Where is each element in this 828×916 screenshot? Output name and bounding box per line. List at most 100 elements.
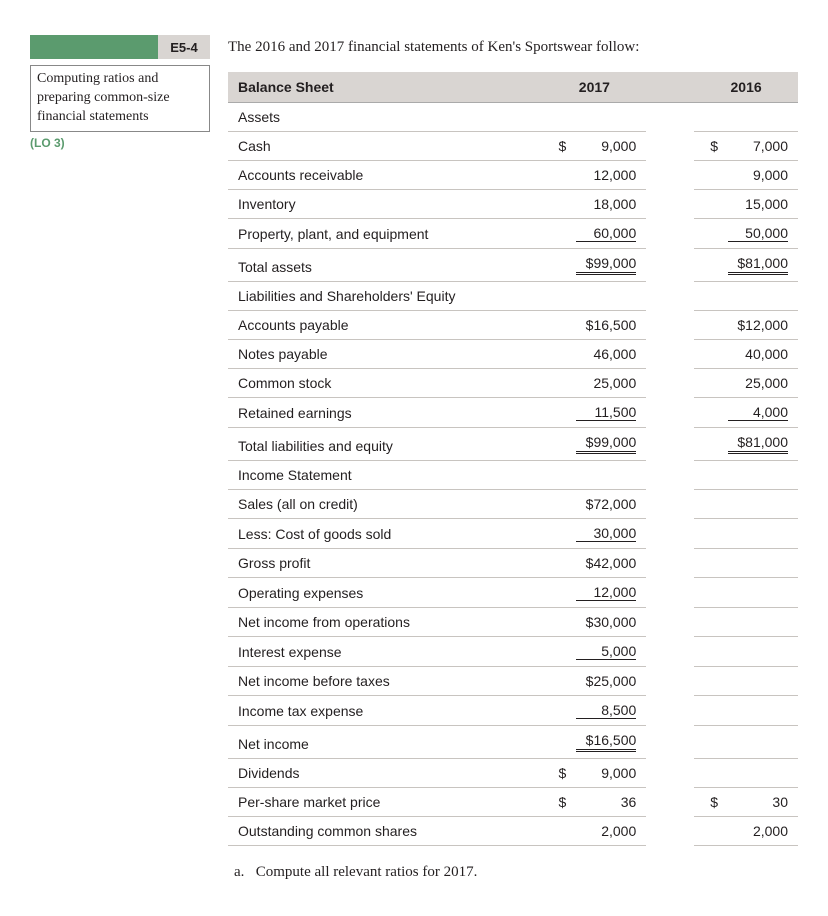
row-2016-amount: 15,000 xyxy=(718,190,798,219)
row-2017-currency xyxy=(542,340,566,369)
row-spacer xyxy=(646,190,694,219)
row-2017-currency xyxy=(542,219,566,249)
row-2017-amount: 9,000 xyxy=(566,759,646,788)
row-label: Sales (all on credit) xyxy=(228,490,542,519)
row-spacer xyxy=(646,132,694,161)
row-2017-currency xyxy=(542,249,566,282)
row-2016-amount xyxy=(718,549,798,578)
row-2016-currency xyxy=(694,311,718,340)
row-2016-amount: 7,000 xyxy=(718,132,798,161)
learning-objective: (LO 3) xyxy=(30,136,210,150)
row-label: Inventory xyxy=(228,190,542,219)
row-spacer xyxy=(646,461,694,490)
row-2016-amount: 50,000 xyxy=(718,219,798,249)
table-row: Common stock25,00025,000 xyxy=(228,369,798,398)
table-row: Income Statement xyxy=(228,461,798,490)
row-spacer xyxy=(646,519,694,549)
table-row: Income tax expense8,500 xyxy=(228,696,798,726)
question-text: Compute all relevant ratios for 2017. xyxy=(256,864,478,880)
row-2016-amount: 40,000 xyxy=(718,340,798,369)
row-2016-amount: $12,000 xyxy=(718,311,798,340)
row-spacer xyxy=(646,428,694,461)
row-2017-currency xyxy=(542,608,566,637)
table-row: Inventory18,00015,000 xyxy=(228,190,798,219)
table-row: Total liabilities and equity$99,000$81,0… xyxy=(228,428,798,461)
badge-green-bar xyxy=(30,35,158,59)
row-label: Outstanding common shares xyxy=(228,817,542,846)
row-2016-amount xyxy=(718,461,798,490)
row-label: Notes payable xyxy=(228,340,542,369)
left-column: E5-4 Computing ratios and preparing comm… xyxy=(30,35,210,881)
row-2017-currency: $ xyxy=(542,788,566,817)
row-2017-amount: 9,000 xyxy=(566,132,646,161)
question-a: a. Compute all relevant ratios for 2017. xyxy=(228,864,798,881)
row-2017-amount: 30,000 xyxy=(566,519,646,549)
header-spacer xyxy=(646,72,694,103)
row-label: Accounts payable xyxy=(228,311,542,340)
row-2017-amount: 25,000 xyxy=(566,369,646,398)
row-2017-currency xyxy=(542,161,566,190)
row-2017-amount: 12,000 xyxy=(566,578,646,608)
row-2016-currency xyxy=(694,340,718,369)
table-row: Sales (all on credit)$72,000 xyxy=(228,490,798,519)
row-2016-currency xyxy=(694,219,718,249)
row-2017-currency xyxy=(542,726,566,759)
badge-code: E5-4 xyxy=(158,35,210,59)
row-label: Operating expenses xyxy=(228,578,542,608)
row-label: Dividends xyxy=(228,759,542,788)
row-2017-amount: 60,000 xyxy=(566,219,646,249)
row-2016-currency xyxy=(694,461,718,490)
row-2016-currency xyxy=(694,161,718,190)
row-2017-currency xyxy=(542,103,566,132)
row-2017-amount xyxy=(566,103,646,132)
row-2017-currency: $ xyxy=(542,132,566,161)
row-spacer xyxy=(646,759,694,788)
row-2017-currency xyxy=(542,519,566,549)
row-2016-amount xyxy=(718,637,798,667)
row-2016-currency: $ xyxy=(694,132,718,161)
table-row: Per-share market price$36$30 xyxy=(228,788,798,817)
row-2016-amount: 2,000 xyxy=(718,817,798,846)
row-label: Per-share market price xyxy=(228,788,542,817)
row-2016-amount: $81,000 xyxy=(718,249,798,282)
row-2016-amount xyxy=(718,282,798,311)
right-column: The 2016 and 2017 financial statements o… xyxy=(228,35,798,881)
row-2016-currency xyxy=(694,103,718,132)
row-label: Net income before taxes xyxy=(228,667,542,696)
table-header-row: Balance Sheet 2017 2016 xyxy=(228,72,798,103)
row-2017-amount: $30,000 xyxy=(566,608,646,637)
row-2016-currency xyxy=(694,369,718,398)
table-row: Interest expense5,000 xyxy=(228,637,798,667)
row-2016-amount xyxy=(718,608,798,637)
row-2016-currency xyxy=(694,726,718,759)
row-2017-currency xyxy=(542,817,566,846)
row-label: Common stock xyxy=(228,369,542,398)
row-label: Income Statement xyxy=(228,461,542,490)
table-row: Liabilities and Shareholders' Equity xyxy=(228,282,798,311)
row-2017-amount: $16,500 xyxy=(566,726,646,759)
exercise-title: Computing ratios and preparing common-si… xyxy=(30,65,210,132)
header-2017: 2017 xyxy=(542,72,646,103)
row-2016-currency xyxy=(694,549,718,578)
header-label: Balance Sheet xyxy=(228,72,542,103)
row-2017-currency xyxy=(542,190,566,219)
row-spacer xyxy=(646,369,694,398)
row-2017-currency xyxy=(542,490,566,519)
row-spacer xyxy=(646,549,694,578)
table-row: Dividends$9,000 xyxy=(228,759,798,788)
row-2016-amount xyxy=(718,759,798,788)
row-spacer xyxy=(646,637,694,667)
question-letter: a. xyxy=(234,864,252,881)
table-row: Gross profit$42,000 xyxy=(228,549,798,578)
row-label: Assets xyxy=(228,103,542,132)
row-2016-amount xyxy=(718,667,798,696)
row-spacer xyxy=(646,817,694,846)
row-2017-amount: $99,000 xyxy=(566,428,646,461)
row-2017-amount: 46,000 xyxy=(566,340,646,369)
row-2017-currency xyxy=(542,667,566,696)
row-label: Retained earnings xyxy=(228,398,542,428)
row-2016-amount xyxy=(718,519,798,549)
row-2016-currency xyxy=(694,696,718,726)
row-2017-currency xyxy=(542,311,566,340)
row-2017-amount xyxy=(566,461,646,490)
